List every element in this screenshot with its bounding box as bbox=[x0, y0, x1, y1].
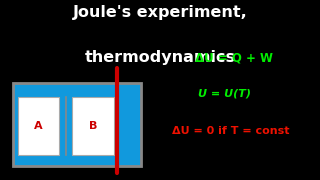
Bar bbox=[18, 97, 59, 155]
Text: U = U(T): U = U(T) bbox=[197, 89, 251, 99]
Text: ΔU = 0 if T = const: ΔU = 0 if T = const bbox=[172, 126, 289, 136]
Text: ΔU = Q + W: ΔU = Q + W bbox=[195, 51, 273, 64]
Text: thermodynamics: thermodynamics bbox=[84, 50, 236, 65]
Text: Joule's experiment,: Joule's experiment, bbox=[73, 5, 247, 20]
Bar bbox=[13, 83, 141, 166]
Bar bbox=[72, 97, 114, 155]
Text: A: A bbox=[34, 121, 43, 131]
Text: B: B bbox=[89, 121, 97, 131]
